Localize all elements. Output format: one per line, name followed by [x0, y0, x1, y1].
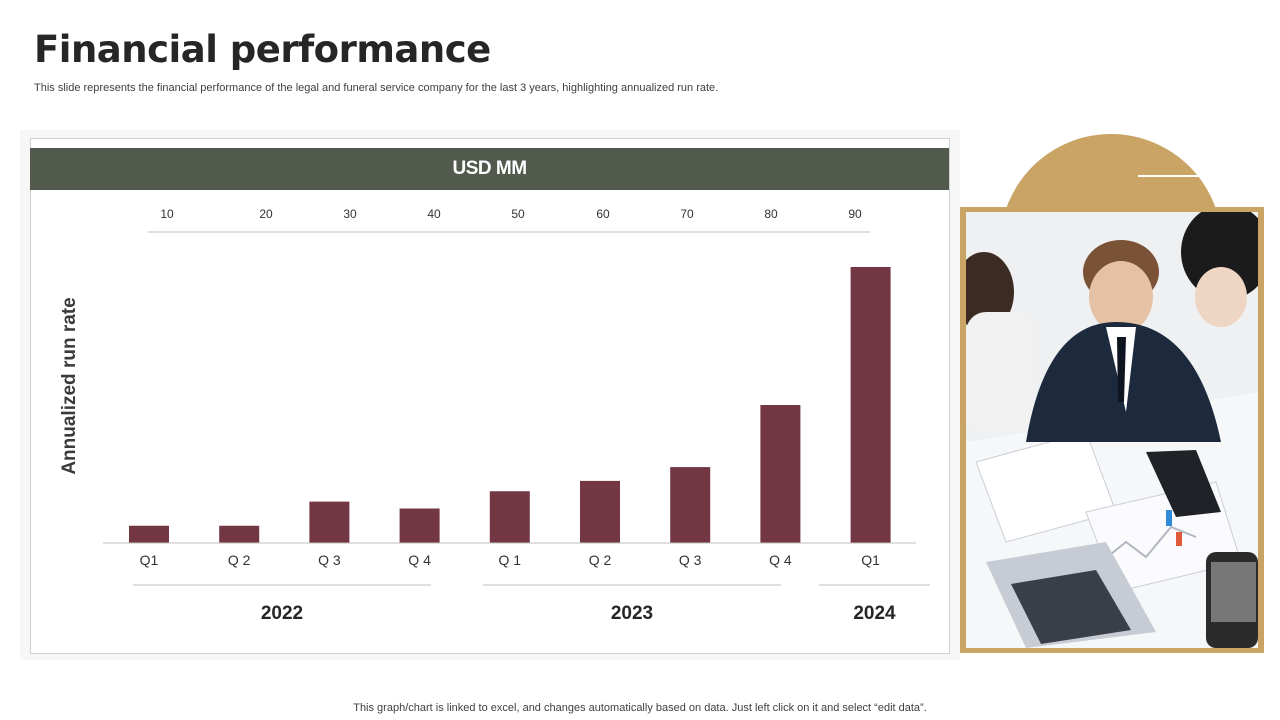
bar	[760, 405, 801, 543]
chart-card[interactable]	[30, 138, 950, 654]
x-tick-label: Q 2	[228, 552, 251, 568]
scale-tick-label: 30	[343, 207, 357, 221]
scale-tick-label: 90	[848, 207, 862, 221]
bar	[399, 508, 440, 543]
decorative-line	[1138, 175, 1202, 177]
scale-tick-label: 20	[259, 207, 273, 221]
bar	[309, 501, 350, 543]
x-tick-label: Q 4	[408, 552, 431, 568]
scale-tick-label: 50	[511, 207, 525, 221]
scale-tick-label: 60	[596, 207, 610, 221]
business-meeting-photo	[966, 212, 1258, 648]
y-axis-label: Annualized run rate	[59, 297, 80, 474]
x-tick-label: Q1	[861, 552, 880, 568]
chart-title: USD MM	[30, 148, 949, 190]
group-label: 2024	[853, 603, 896, 624]
footer-note: This graph/chart is linked to excel, and…	[353, 702, 927, 714]
bar	[489, 491, 530, 543]
bar	[850, 267, 891, 543]
page-subtitle: This slide represents the financial perf…	[34, 82, 719, 94]
group-label: 2022	[261, 603, 303, 624]
bar	[580, 480, 620, 543]
page-title: Financial performance	[34, 28, 491, 71]
x-tick-label: Q1	[140, 552, 159, 568]
x-tick-label: Q 4	[769, 552, 792, 568]
x-tick-label: Q 1	[499, 552, 522, 568]
scale-tick-label: 40	[427, 207, 441, 221]
bar	[670, 467, 711, 543]
group-label: 2023	[611, 603, 653, 624]
bar	[219, 525, 260, 543]
x-tick-label: Q 2	[589, 552, 612, 568]
bar	[129, 525, 169, 543]
x-tick-label: Q 3	[318, 552, 341, 568]
scale-tick-label: 80	[764, 207, 778, 221]
scale-tick-label: 10	[160, 207, 174, 221]
decorative-arc	[990, 130, 1240, 207]
x-tick-label: Q 3	[679, 552, 702, 568]
scale-tick-label: 70	[680, 207, 694, 221]
